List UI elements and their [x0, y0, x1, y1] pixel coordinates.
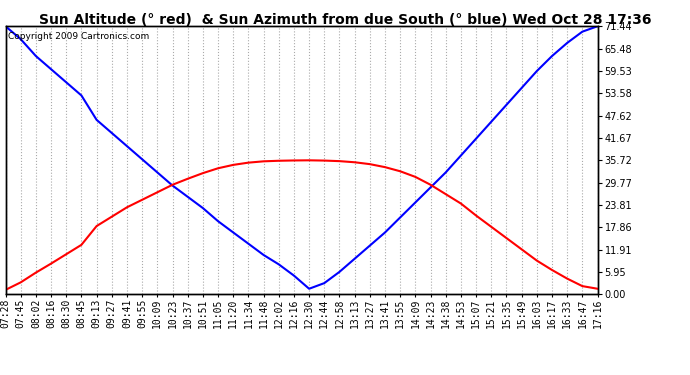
- Text: Sun Altitude (° red)  & Sun Azimuth from due South (° blue) Wed Oct 28 17:36: Sun Altitude (° red) & Sun Azimuth from …: [39, 13, 651, 27]
- Text: Copyright 2009 Cartronics.com: Copyright 2009 Cartronics.com: [8, 32, 150, 41]
